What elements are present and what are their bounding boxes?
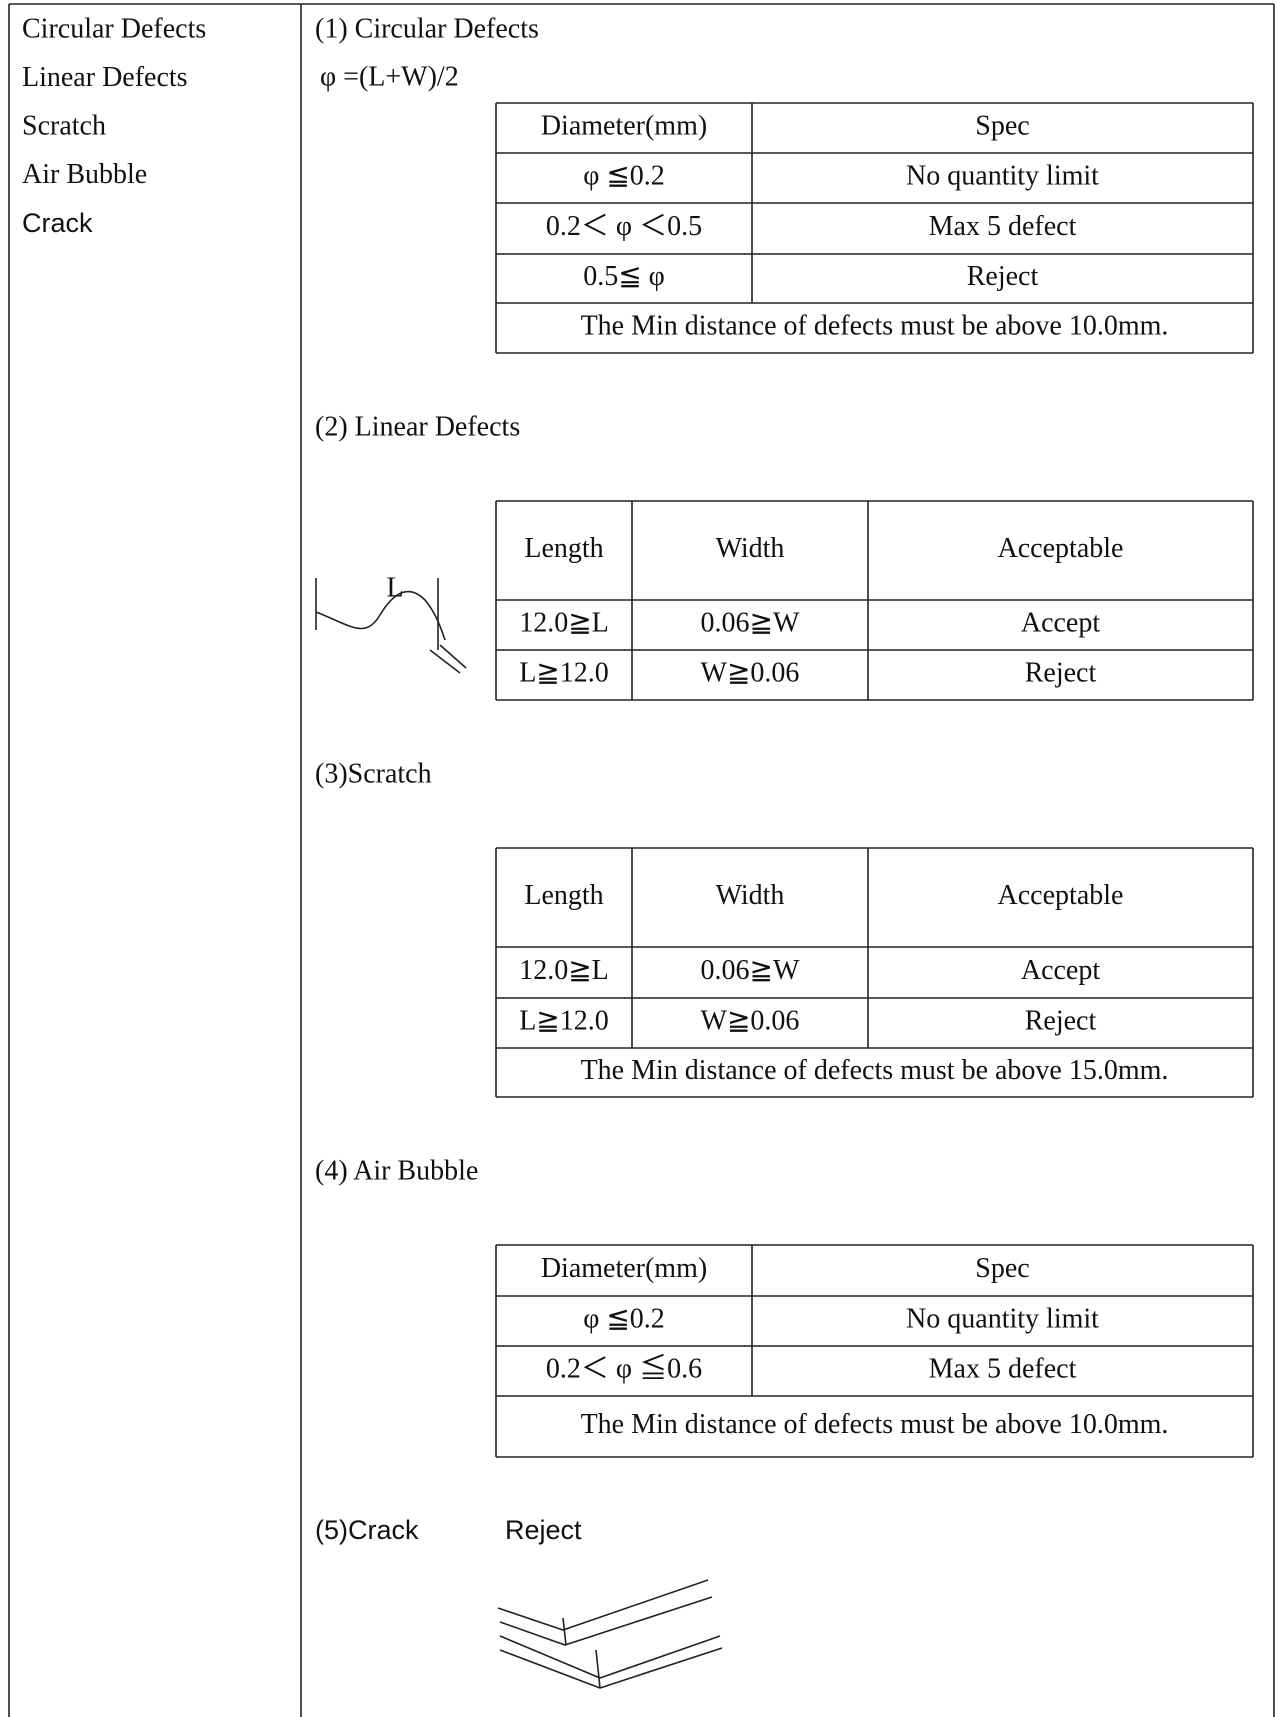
- sidebar-item: Air Bubble: [22, 159, 147, 190]
- table-note: The Min distance of defects must be abov…: [581, 1409, 1169, 1440]
- table-cell: 0.5≦ φ: [583, 261, 665, 292]
- table-cell: L≧12.0: [519, 657, 609, 688]
- table-cell: 0.06≧W: [701, 607, 800, 638]
- table-cell: 0.06≧W: [701, 955, 800, 986]
- table-header-cell: Length: [524, 880, 603, 911]
- table-header-cell: Acceptable: [998, 880, 1124, 911]
- sidebar-item: Linear Defects: [22, 62, 188, 93]
- result: Reject: [505, 1515, 582, 1545]
- table-cell: 0.2＜ φ ＜0.5: [546, 211, 702, 242]
- section-heading: (3)Scratch: [315, 758, 432, 789]
- table-cell: Reject: [967, 261, 1039, 292]
- sidebar-item: Crack: [22, 208, 93, 238]
- section-heading: (4) Air Bubble: [315, 1155, 478, 1186]
- table-cell: Accept: [1021, 607, 1101, 638]
- table-cell: φ ≦0.2: [583, 160, 665, 191]
- table-header-cell: Acceptable: [998, 533, 1124, 564]
- table-cell: No quantity limit: [906, 1303, 1099, 1334]
- table-cell: Accept: [1021, 955, 1101, 986]
- table-cell: 12.0≧L: [519, 955, 609, 986]
- table-cell: 0.2＜ φ ≦0.6: [546, 1352, 702, 1384]
- table-header-cell: Width: [716, 880, 785, 911]
- table-cell: L≧12.0: [519, 1005, 609, 1036]
- table-header-cell: Spec: [975, 1253, 1029, 1284]
- table-cell: W≧0.06: [701, 1005, 800, 1036]
- table-header-cell: Diameter(mm): [541, 1253, 707, 1284]
- table-header-cell: Length: [524, 533, 603, 564]
- sidebar-item: Scratch: [22, 110, 106, 141]
- table-cell: 12.0≧L: [519, 607, 609, 638]
- formula: φ =(L+W)/2: [320, 61, 459, 92]
- section-heading: (2) Linear Defects: [315, 411, 520, 442]
- table-note: The Min distance of defects must be abov…: [581, 1055, 1169, 1086]
- sidebar-item: Circular Defects: [22, 13, 206, 44]
- table-cell: Max 5 defect: [929, 211, 1077, 242]
- crack-figure: [497, 1579, 723, 1689]
- table-note: The Min distance of defects must be abov…: [581, 310, 1169, 341]
- table-header-cell: Diameter(mm): [541, 110, 707, 141]
- linear-figure: [315, 578, 467, 674]
- table-cell: No quantity limit: [906, 160, 1099, 191]
- table-cell: Reject: [1025, 657, 1097, 688]
- section-heading: (5)Crack: [315, 1515, 419, 1545]
- section-heading: (1) Circular Defects: [315, 13, 539, 44]
- table-cell: W≧0.06: [701, 657, 800, 688]
- table-cell: Max 5 defect: [929, 1353, 1077, 1384]
- table-header-cell: Spec: [975, 110, 1029, 141]
- table-header-cell: Width: [716, 533, 785, 564]
- table-cell: φ ≦0.2: [583, 1303, 665, 1334]
- table-cell: Reject: [1025, 1005, 1097, 1036]
- figure-label: L: [386, 572, 403, 603]
